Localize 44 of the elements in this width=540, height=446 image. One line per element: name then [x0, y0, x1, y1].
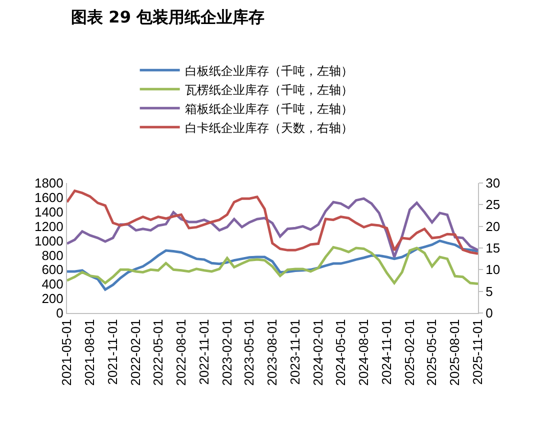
- x-tick-label: 2024-02-01: [310, 319, 326, 386]
- legend-label: 白卡纸企业库存（天数，右轴）: [184, 120, 353, 135]
- x-tick-label: 2025-02-01: [402, 319, 418, 386]
- y2-tick-label: 5: [486, 284, 493, 299]
- x-tick-label: 2024-05-01: [333, 319, 348, 386]
- legend-label: 白板纸企业库存（千吨，左轴）: [184, 64, 353, 78]
- line-series: [67, 197, 478, 258]
- y2-tick-label: 15: [486, 240, 500, 256]
- x-tick-label: 2023-11-01: [288, 319, 303, 385]
- x-tick-label: 2022-02-01: [128, 319, 144, 386]
- x-tick-label: 2022-11-01: [196, 319, 212, 385]
- line-series: [67, 246, 478, 285]
- x-tick-label: 2025-08-01: [447, 319, 462, 386]
- x-tick-label: 2021-05-01: [59, 319, 74, 386]
- legend-label: 箱板纸企业库存（千吨，左轴）: [184, 102, 353, 116]
- y-tick-label: 1000: [34, 233, 64, 248]
- y2-tick-label: 10: [486, 262, 500, 278]
- x-tick-label: 2022-08-01: [173, 319, 188, 386]
- y-tick-label: 1600: [34, 190, 64, 205]
- x-tick-label: 2022-05-01: [150, 319, 166, 386]
- y-tick-label: 800: [42, 248, 64, 263]
- y2-tick-label: 25: [486, 197, 500, 212]
- y-tick-label: 400: [42, 276, 64, 292]
- x-tick-label: 2021-11-01: [105, 319, 120, 385]
- x-tick-label: 2023-02-01: [219, 319, 234, 386]
- y-tick-label: 1200: [34, 218, 64, 234]
- y-tick-label: 1800: [34, 176, 64, 191]
- x-tick-label: 2024-08-01: [356, 319, 372, 386]
- line-series: [67, 190, 478, 255]
- x-tick-label: 2023-05-01: [242, 319, 257, 386]
- x-tick-label: 2025-05-01: [424, 319, 440, 386]
- x-tick-label: 2021-08-01: [82, 319, 98, 386]
- y2-tick-label: 30: [486, 176, 500, 191]
- y-tick-label: 0: [56, 306, 64, 321]
- y-tick-label: 1400: [34, 204, 64, 220]
- y-tick-label: 600: [42, 262, 64, 278]
- y2-tick-label: 0: [486, 306, 493, 321]
- x-tick-label: 2025-11-01: [470, 319, 486, 385]
- x-tick-label: 2023-08-01: [264, 319, 280, 386]
- y2-tick-label: 20: [486, 218, 500, 234]
- x-tick-label: 2024-11-01: [379, 319, 394, 385]
- chart-title: 图表 29 包装用纸企业库存: [71, 7, 265, 26]
- legend-label: 瓦楞纸企业库存（千吨，左轴）: [184, 82, 353, 97]
- y-tick-label: 200: [42, 291, 64, 306]
